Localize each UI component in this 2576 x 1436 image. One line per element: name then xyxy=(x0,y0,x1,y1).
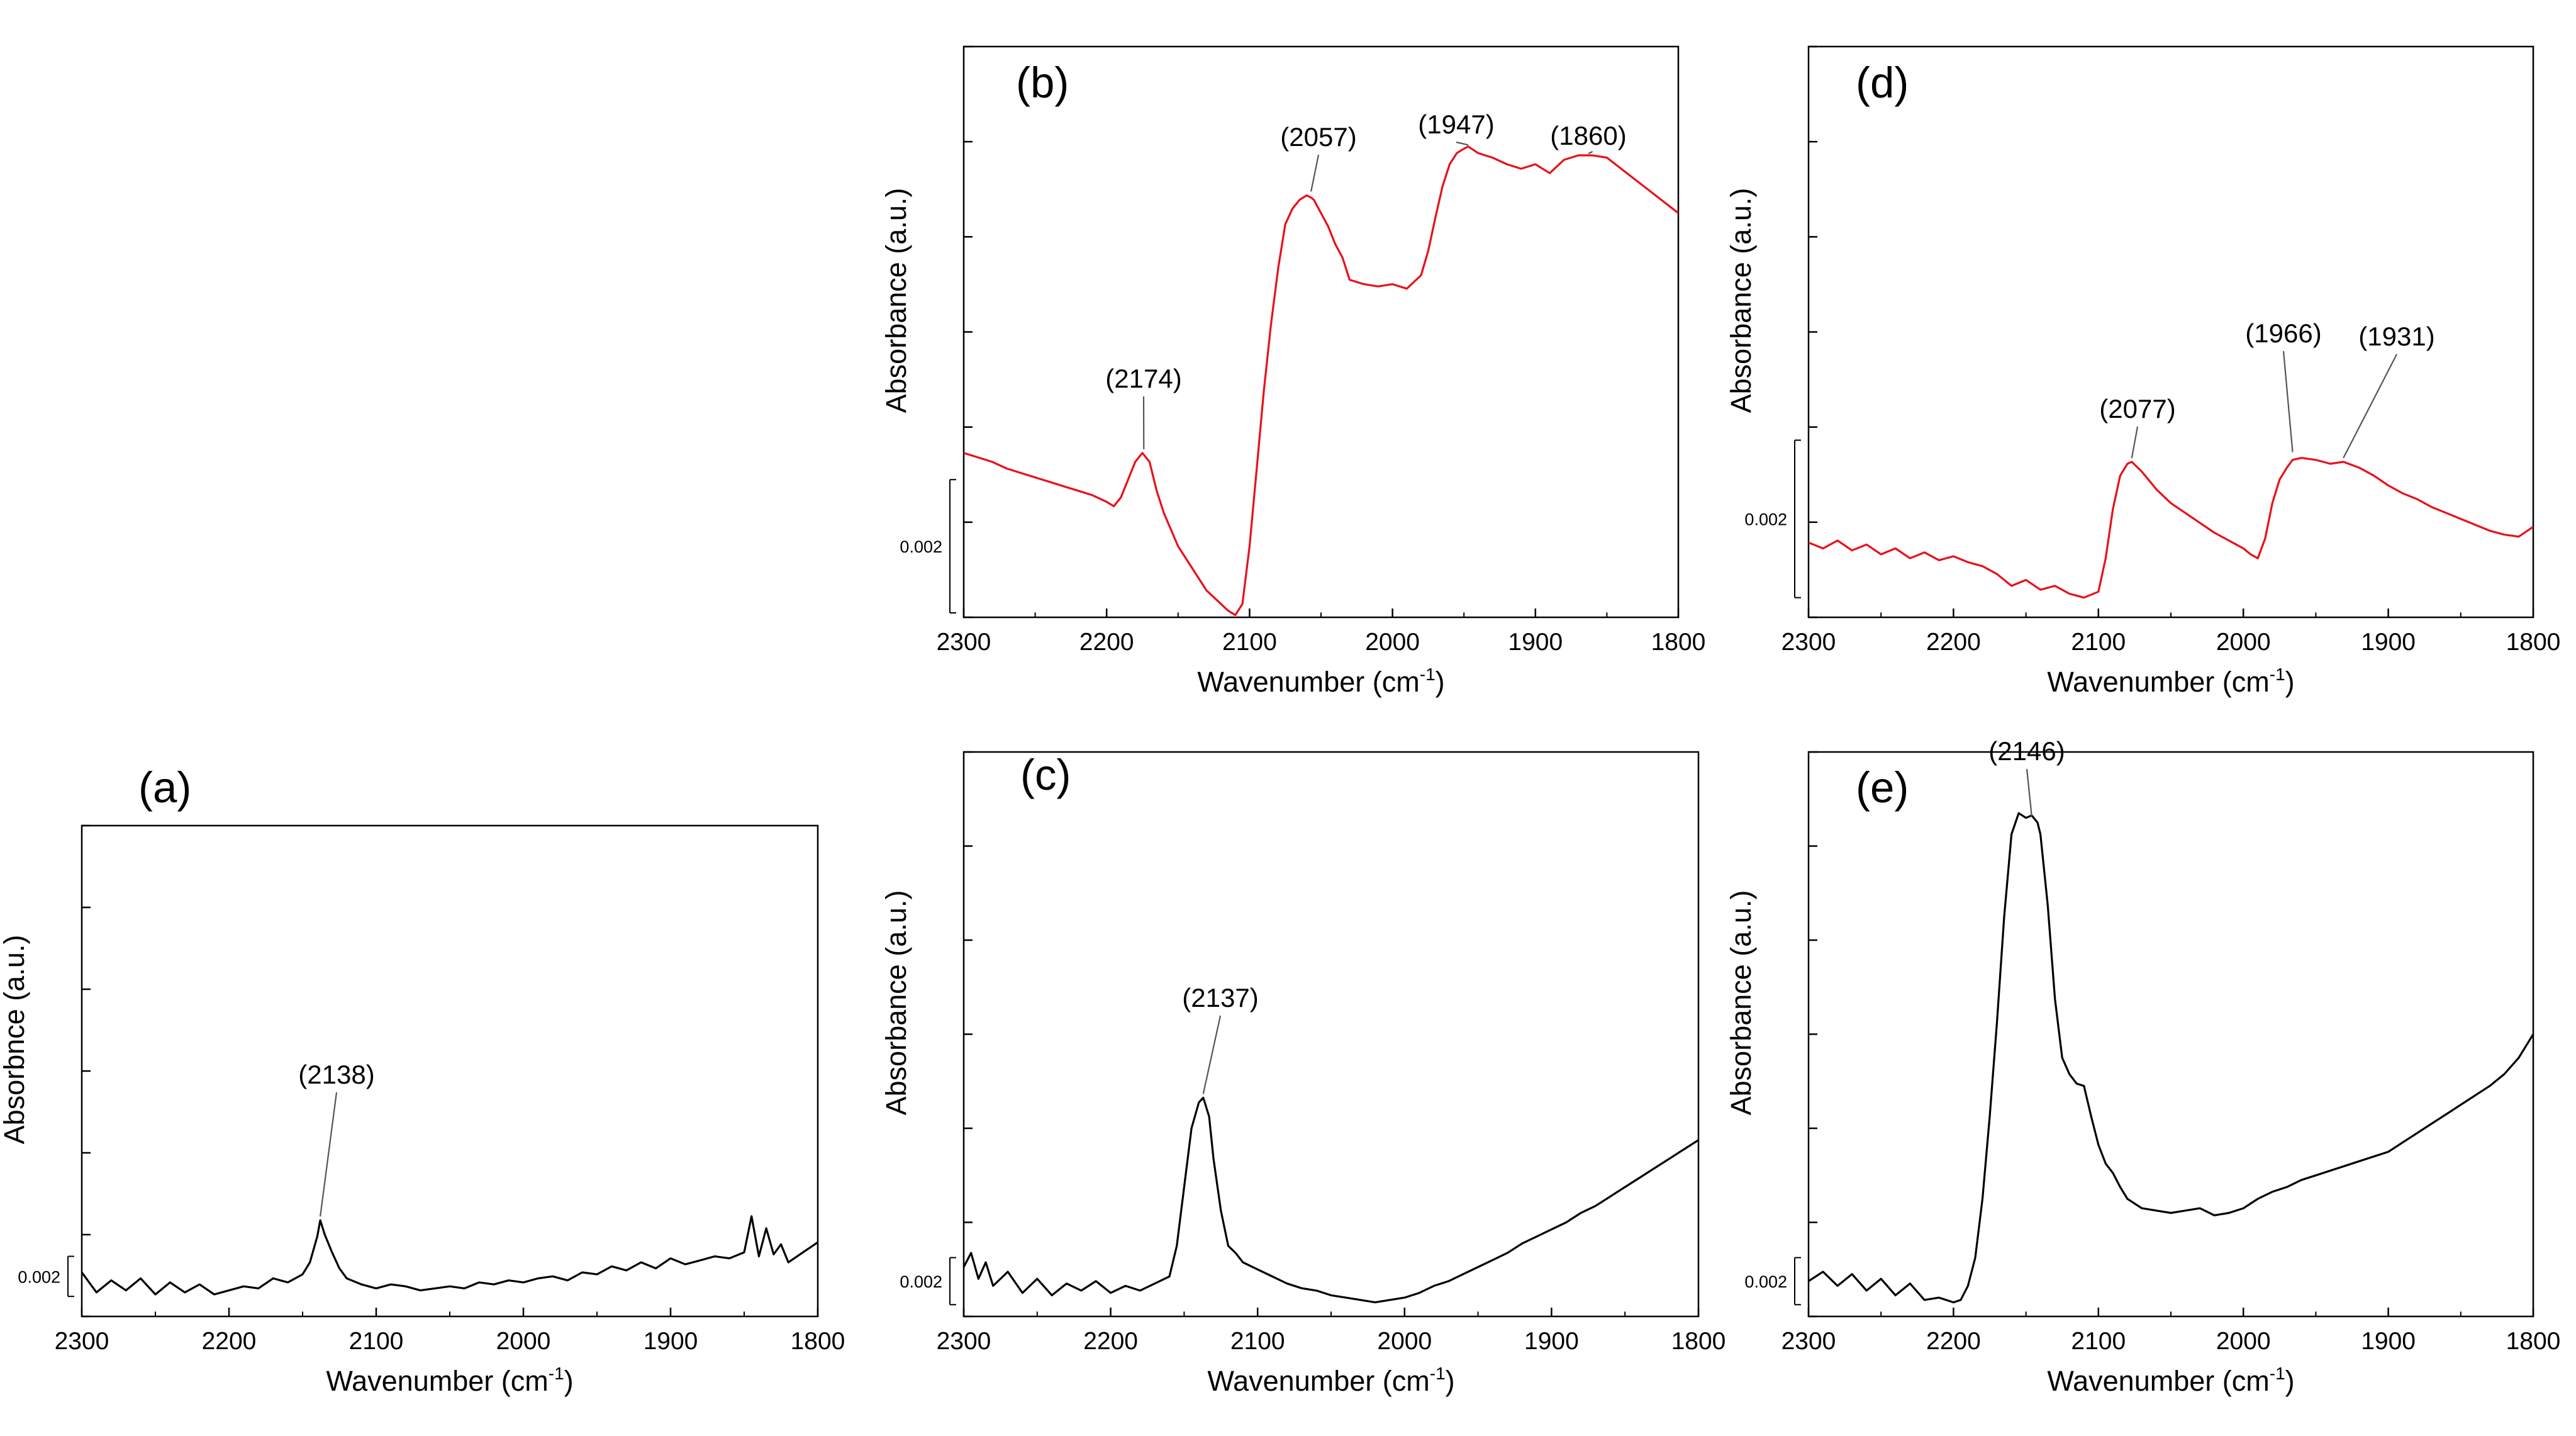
panel-label: (d) xyxy=(1856,59,1909,107)
x-tick-label: 2100 xyxy=(1230,1328,1285,1355)
x-tick-label: 2300 xyxy=(937,629,991,656)
annotation-leader xyxy=(319,1092,338,1217)
x-axis-title-main: Wavenumber (cm xyxy=(326,1365,548,1397)
panel-a: 2300 2200 2100 2000 1900 1800 Wavenumber (cm-1… xyxy=(0,763,845,1397)
series-line-d xyxy=(1809,457,2533,599)
peak-annotation: (1947) xyxy=(1418,109,1494,139)
x-axis-title-superscript: -1 xyxy=(2270,665,2285,684)
x-tick-label: 1800 xyxy=(2506,629,2561,656)
x-axis-title-superscript: -1 xyxy=(2270,1364,2285,1383)
peak-annotation: (1860) xyxy=(1550,121,1626,150)
x-axis-title: Wavenumber (cm-1) xyxy=(326,1364,573,1397)
peak-annotation: (2077) xyxy=(2099,394,2175,424)
peak-annotation: (2146) xyxy=(1988,736,2065,766)
x-tick-label: 2000 xyxy=(1377,1328,1432,1355)
panel-label: (c) xyxy=(1020,751,1071,799)
panel-b: 2300 2200 2100 2000 1900 1800 Wavenumber (cm-1… xyxy=(880,45,1706,698)
x-axis-title-main: Wavenumber (cm xyxy=(1197,666,1419,698)
annotation-leader xyxy=(2282,351,2294,452)
x-tick-label: 2300 xyxy=(55,1328,109,1355)
x-tick-label: 1900 xyxy=(1524,1328,1579,1355)
scale-bar-label: 0.002 xyxy=(18,1267,60,1286)
x-tick-label: 2100 xyxy=(349,1328,404,1355)
x-tick-label: 2200 xyxy=(1079,629,1134,656)
x-axis-title-close: ) xyxy=(2285,666,2295,698)
x-tick-label: 2300 xyxy=(1781,629,1836,656)
x-tick-label: 2000 xyxy=(2216,1328,2271,1355)
panel-label: (b) xyxy=(1016,59,1069,107)
panel-label: (a) xyxy=(138,763,191,812)
x-tick-label: 2100 xyxy=(2071,629,2126,656)
y-axis-title: Absorbnce (a.u.) xyxy=(0,935,30,1145)
peak-annotation: (2057) xyxy=(1280,122,1356,152)
x-axis-title-superscript: -1 xyxy=(549,1364,564,1383)
series-line-a xyxy=(82,1215,818,1296)
x-tick-label: 2300 xyxy=(1781,1328,1836,1355)
y-axis-title: Absorbance (a.u.) xyxy=(880,890,912,1116)
x-tick-label: 1800 xyxy=(2506,1328,2561,1355)
plot-frame xyxy=(962,751,1700,1318)
series-line-c xyxy=(964,1096,1698,1304)
x-tick-label: 2200 xyxy=(1926,629,1981,656)
x-axis-title-close: ) xyxy=(1446,1365,1455,1397)
x-tick-label: 2200 xyxy=(1926,1328,1981,1355)
x-tick-label: 2000 xyxy=(496,1328,551,1355)
x-axis-title-superscript: -1 xyxy=(1420,665,1436,684)
scale-bar-label: 0.002 xyxy=(1744,510,1787,529)
annotation-leader xyxy=(1588,150,1593,154)
panel-c: 2300 2200 2100 2000 1900 1800 Wavenumber (cm-1… xyxy=(880,751,1726,1397)
peak-annotation: (2138) xyxy=(298,1060,374,1089)
plot-frame xyxy=(1807,751,2534,1318)
x-axis-title-close: ) xyxy=(564,1365,574,1397)
series-line-e xyxy=(1809,812,2533,1304)
peak-annotation: (1931) xyxy=(2358,322,2434,351)
annotation-leader xyxy=(2026,768,2032,817)
x-tick-label: 1900 xyxy=(1508,629,1563,656)
x-tick-label: 2300 xyxy=(937,1328,991,1355)
series-line-b xyxy=(964,145,1678,617)
annotation-leader xyxy=(1202,1015,1222,1094)
annotation-leader xyxy=(2131,426,2139,459)
x-tick-label: 1800 xyxy=(1651,629,1706,656)
x-axis-title-main: Wavenumber (cm xyxy=(2047,666,2269,698)
peak-annotation: (1966) xyxy=(2245,318,2321,348)
x-axis-title: Wavenumber (cm-1) xyxy=(2047,1364,2294,1397)
x-tick-label: 1900 xyxy=(644,1328,698,1355)
x-tick-label: 1900 xyxy=(2361,629,2416,656)
scale-bar-label: 0.002 xyxy=(900,537,942,556)
scale-bar-label: 0.002 xyxy=(1744,1272,1787,1291)
x-axis-title-close: ) xyxy=(2285,1365,2295,1397)
x-axis-title: Wavenumber (cm-1) xyxy=(1197,665,1444,698)
y-axis-title: Absorbance (a.u.) xyxy=(1725,890,1757,1116)
x-tick-label: 2200 xyxy=(1083,1328,1138,1355)
y-axis-title: Absorbance (a.u.) xyxy=(1725,188,1757,413)
x-axis-title-main: Wavenumber (cm xyxy=(1207,1365,1429,1397)
x-tick-label: 1800 xyxy=(791,1328,845,1355)
x-tick-label: 1900 xyxy=(2361,1328,2416,1355)
x-axis-title: Wavenumber (cm-1) xyxy=(2047,665,2294,698)
x-tick-label: 2100 xyxy=(1222,629,1277,656)
peak-annotation: (2137) xyxy=(1182,983,1258,1012)
panel-label: (e) xyxy=(1856,763,1909,812)
x-axis-title-close: ) xyxy=(1436,666,1445,698)
annotation-leader xyxy=(1456,141,1469,146)
x-axis-title-main: Wavenumber (cm xyxy=(2047,1365,2269,1397)
x-axis-title: Wavenumber (cm-1) xyxy=(1207,1364,1454,1397)
annotation-leader xyxy=(2343,354,2397,459)
plot-frame xyxy=(81,824,819,1318)
scale-bar-label: 0.002 xyxy=(900,1272,942,1291)
panel-d: 2300 2200 2100 2000 1900 1800 Wavenumber (cm-1… xyxy=(1725,45,2561,698)
peak-annotation: (2174) xyxy=(1105,364,1181,393)
annotation-leader xyxy=(1310,154,1320,192)
x-tick-label: 2200 xyxy=(202,1328,257,1355)
x-axis-title-superscript: -1 xyxy=(1430,1364,1446,1383)
panel-e: 2300 2200 2100 2000 1900 1800 Wavenumber (cm-1… xyxy=(1725,736,2560,1397)
x-tick-label: 2000 xyxy=(1365,629,1420,656)
x-tick-label: 2100 xyxy=(2071,1328,2126,1355)
y-axis-title: Absorbance (a.u.) xyxy=(880,188,912,413)
x-tick-label: 1800 xyxy=(1671,1328,1726,1355)
x-tick-label: 2000 xyxy=(2216,629,2271,656)
